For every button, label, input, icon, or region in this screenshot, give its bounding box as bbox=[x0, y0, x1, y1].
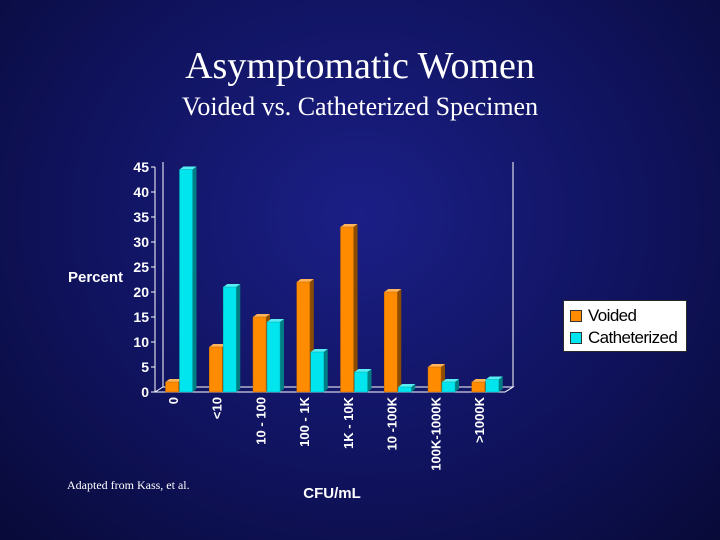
x-tick-label: 100 - 1K bbox=[297, 396, 312, 446]
bar-side-catheterized bbox=[280, 319, 284, 392]
bar-voided bbox=[209, 346, 223, 393]
bar-catheterized bbox=[310, 351, 324, 393]
y-axis-label: Percent bbox=[68, 269, 123, 286]
x-tick-label: 1K - 10K bbox=[341, 396, 356, 449]
x-tick-label: 10 -100K bbox=[385, 396, 400, 450]
bar-side-catheterized bbox=[498, 376, 503, 392]
x-tick-label: 0 bbox=[166, 397, 181, 404]
legend-item-catheterized: Catheterized bbox=[570, 327, 682, 349]
bar-side-catheterized bbox=[192, 166, 197, 392]
legend-swatch-catheterized bbox=[570, 332, 582, 344]
y-tick-label: 25 bbox=[133, 259, 149, 275]
bar-top-voided bbox=[340, 224, 358, 227]
bar-top-voided bbox=[296, 279, 314, 282]
bar-side-voided bbox=[397, 289, 402, 392]
bar-top-voided bbox=[209, 344, 227, 347]
y-tick-label: 45 bbox=[133, 159, 149, 175]
bar-side-catheterized bbox=[367, 369, 372, 392]
bar-top-catheterized bbox=[310, 349, 328, 352]
legend-item-voided: Voided bbox=[570, 305, 682, 327]
bar-voided bbox=[384, 291, 398, 393]
bar-voided bbox=[252, 316, 267, 393]
bar-top-catheterized bbox=[267, 319, 284, 322]
bar-voided bbox=[296, 281, 310, 393]
bar-top-catheterized bbox=[354, 369, 372, 372]
bar-catheterized bbox=[441, 381, 456, 393]
bar-top-catheterized bbox=[179, 166, 197, 170]
bar-top-catheterized bbox=[485, 376, 503, 380]
slide-title: Asymptomatic Women bbox=[185, 45, 535, 87]
bar-catheterized bbox=[179, 169, 193, 393]
x-tick-label: 100K-1000K bbox=[428, 396, 443, 470]
bar-top-voided bbox=[165, 379, 183, 382]
chart-floor bbox=[153, 386, 515, 393]
y-tick-label: 35 bbox=[133, 209, 149, 225]
x-tick-label: 10 - 100 bbox=[253, 397, 268, 445]
chart-legend: Voided Catheterized bbox=[563, 300, 687, 352]
bar-top-catheterized bbox=[398, 384, 416, 387]
y-tick-label: 20 bbox=[133, 284, 149, 300]
bar-side-catheterized bbox=[455, 379, 459, 392]
bar-top-catheterized bbox=[223, 284, 241, 287]
source-note: Adapted from Kass, et al. bbox=[67, 478, 190, 492]
bar-side-catheterized bbox=[323, 349, 328, 392]
bar-voided bbox=[427, 366, 442, 393]
y-tick-label: 10 bbox=[133, 334, 149, 350]
bar-top-voided bbox=[471, 379, 489, 382]
x-axis-label: CFU/mL bbox=[303, 485, 361, 502]
y-tick-label: 40 bbox=[133, 184, 149, 200]
y-tick-label: 15 bbox=[133, 309, 149, 325]
bar-catheterized bbox=[485, 379, 499, 393]
legend-swatch-voided bbox=[570, 310, 582, 322]
bar-side-catheterized bbox=[236, 284, 241, 392]
y-tick-label: 30 bbox=[133, 234, 149, 250]
bar-voided bbox=[165, 381, 179, 393]
legend-label-voided: Voided bbox=[588, 306, 637, 325]
bar-top-voided bbox=[428, 364, 445, 367]
bar-voided bbox=[340, 226, 354, 393]
bar-top-voided bbox=[253, 314, 270, 317]
bar-catheterized bbox=[223, 286, 237, 393]
bar-catheterized bbox=[398, 386, 412, 393]
bar-catheterized bbox=[266, 321, 281, 393]
bar-catheterized bbox=[354, 371, 368, 393]
bar-voided bbox=[471, 381, 485, 393]
y-tick-label: 5 bbox=[141, 359, 149, 375]
slide-subtitle: Voided vs. Catheterized Specimen bbox=[181, 92, 539, 121]
bar-side-voided bbox=[353, 224, 358, 392]
legend-label-catheterized: Catheterized bbox=[588, 328, 678, 347]
bar-top-voided bbox=[384, 289, 402, 292]
x-tick-label: >1000K bbox=[472, 396, 487, 443]
y-tick-label: 0 bbox=[141, 384, 149, 400]
bar-side-catheterized bbox=[411, 384, 416, 392]
x-tick-label: <10 bbox=[210, 397, 225, 419]
bar-top-catheterized bbox=[442, 379, 459, 382]
